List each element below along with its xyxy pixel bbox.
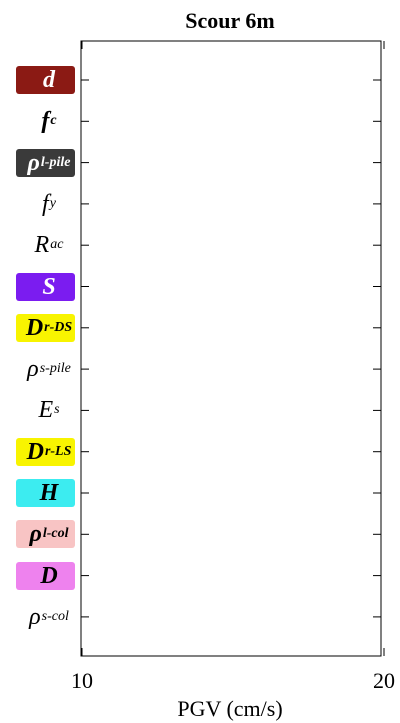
param-label-13: ρ s-col	[6, 602, 92, 632]
param-subscript: l-pile	[40, 154, 71, 170]
param-label-10: H	[6, 478, 92, 508]
param-subscript: s-col	[41, 608, 69, 624]
param-label-7: ρ s-pile	[6, 354, 92, 384]
param-label-12: D	[6, 561, 92, 591]
param-symbol: H	[39, 480, 59, 506]
param-symbol: d	[43, 67, 55, 93]
param-symbol: D	[25, 314, 44, 341]
param-badge-5	[16, 272, 75, 301]
param-subscript: y	[49, 195, 56, 211]
param-subscript: c	[50, 113, 57, 129]
plot-frame	[80, 40, 382, 657]
param-symbol: f	[41, 108, 50, 135]
ticks-layer: 10203040	[71, 41, 395, 693]
chart-title: Scour 6m	[185, 8, 274, 33]
param-subscript: l-col	[42, 526, 69, 542]
x-tick-label-1: 20	[373, 668, 395, 693]
param-badge-11	[16, 520, 75, 549]
param-subscript: s-pile	[39, 361, 71, 377]
x-tick-label-0: 10	[71, 668, 93, 693]
param-label-11: ρ l-col	[6, 519, 92, 549]
param-subscript: r-DS	[44, 319, 73, 335]
param-badge-0	[16, 66, 75, 94]
param-symbol: ρ	[27, 149, 40, 176]
param-badge-12	[16, 561, 75, 590]
param-symbol: D	[26, 438, 44, 465]
param-symbol: ρ	[27, 356, 39, 383]
param-symbol: S	[42, 273, 56, 300]
param-subscript: r-LS	[44, 443, 72, 459]
param-badge-2	[16, 148, 75, 177]
param-subscript: s	[54, 402, 60, 418]
param-badge-6	[16, 313, 75, 342]
param-symbol: D	[40, 562, 58, 589]
param-badge-10	[16, 479, 75, 507]
param-subscript: ac	[50, 237, 64, 253]
param-symbol: E	[38, 397, 54, 424]
param-symbol: R	[34, 232, 50, 259]
param-symbol: ρ	[29, 521, 42, 548]
param-label-2: ρ l-pile	[6, 148, 92, 178]
param-label-0: d	[6, 65, 92, 95]
param-symbol: f	[42, 190, 49, 217]
param-badge-9	[16, 437, 75, 466]
x-axis-label: PGV (cm/s)	[177, 696, 282, 721]
param-label-5: S	[6, 272, 92, 302]
param-symbol: ρ	[29, 603, 41, 630]
